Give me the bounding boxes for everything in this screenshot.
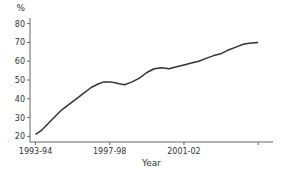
y-axis-label: %	[16, 3, 25, 13]
x-tick-label: 1993-94	[19, 147, 52, 156]
y-tick-label: 60	[15, 57, 25, 66]
x-tick	[183, 142, 184, 145]
y-tick	[27, 23, 30, 24]
y-tick-label: 30	[15, 114, 25, 123]
x-tick-label: 2001-02	[167, 147, 200, 156]
x-tick	[109, 142, 110, 145]
chart-container: 20 30 40 50 60 70 80 1993-94 1997-98 2001-02 Year%	[0, 0, 283, 170]
y-tick	[27, 98, 30, 99]
y-tick-label: 80	[15, 20, 25, 29]
y-tick-label: 20	[15, 132, 25, 141]
x-tick	[258, 142, 259, 145]
x-tick-label: 1997-98	[93, 147, 126, 156]
x-axis-line	[30, 142, 273, 143]
y-tick	[27, 80, 30, 81]
y-tick	[27, 136, 30, 137]
data-line	[36, 42, 259, 134]
x-tick	[35, 142, 36, 145]
y-tick	[27, 42, 30, 43]
y-tick-label: 50	[15, 76, 25, 85]
y-tick	[27, 61, 30, 62]
y-tick-label: 70	[15, 38, 25, 47]
y-tick-label: 40	[15, 95, 25, 104]
x-axis-label: Year	[141, 158, 161, 168]
plot-area	[36, 42, 259, 134]
chart-svg: 20 30 40 50 60 70 80 1993-94 1997-98 2001-02 Year%	[0, 0, 283, 170]
y-tick	[27, 117, 30, 118]
